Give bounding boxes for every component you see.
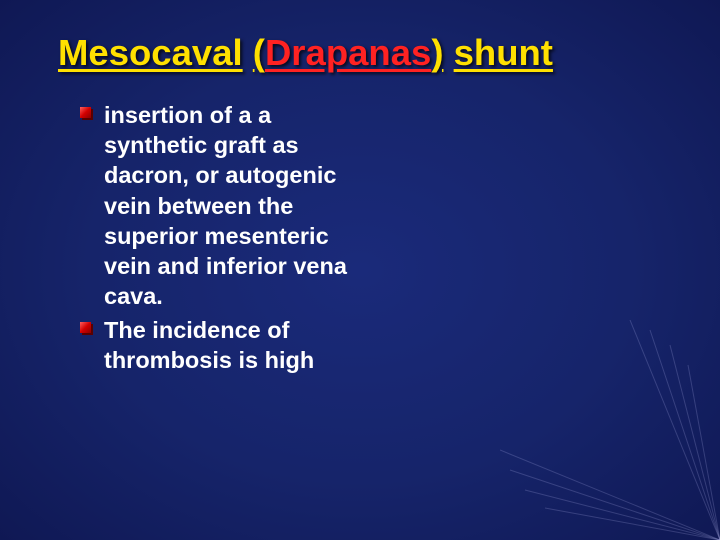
title-paren-open: ( [253,32,265,73]
title-part-3: shunt [454,32,553,73]
list-item: The incidence of thrombosis is high [80,315,380,375]
title-paren-close: ) [431,32,443,73]
list-item: insertion of a a synthetic graft as dacr… [80,100,380,311]
bullet-icon [80,322,93,335]
body-column: insertion of a a synthetic graft as dacr… [50,100,380,375]
bullet-text: The incidence of thrombosis is high [104,317,314,373]
bullet-text: insertion of a a synthetic graft as dacr… [104,102,347,308]
title-part-1: Mesocaval [58,32,243,73]
title-part-2: Drapanas [265,32,431,73]
slide-title: Mesocaval (Drapanas) shunt [50,34,670,72]
slide: Mesocaval (Drapanas) shunt insertion of … [0,0,720,540]
bullet-icon [80,107,93,120]
